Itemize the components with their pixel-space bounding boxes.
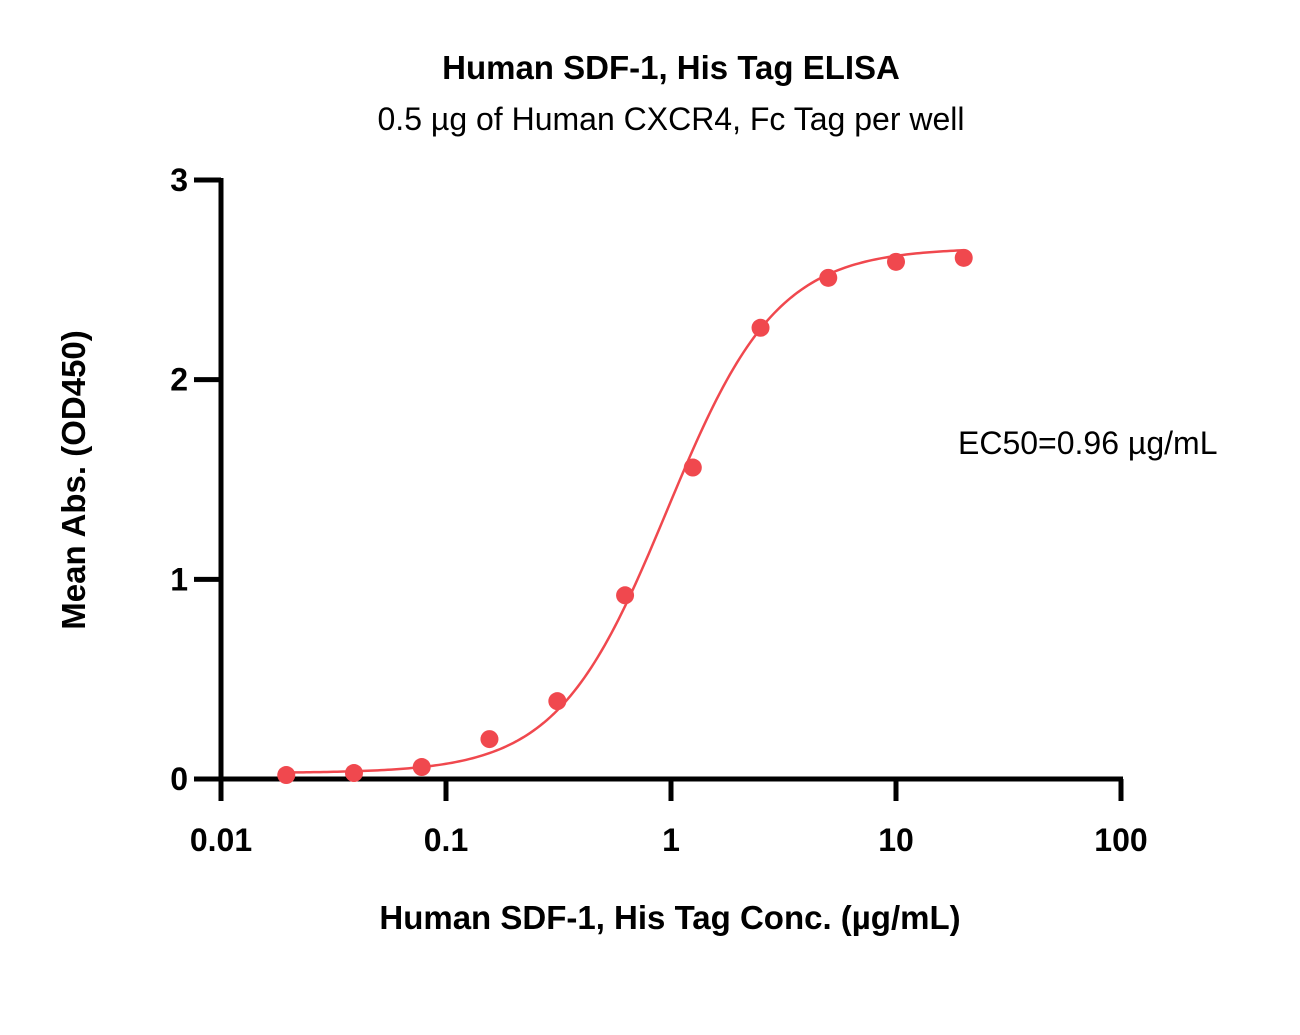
- y-tick-label: 3: [170, 162, 188, 198]
- data-points: [277, 248, 973, 785]
- x-tick-label: 0.1: [424, 822, 468, 858]
- fit-curve: [286, 248, 964, 774]
- data-point: [887, 252, 905, 271]
- y-tick-label: 2: [170, 362, 188, 398]
- x-tick-label: 10: [878, 822, 914, 858]
- y-tick-label: 0: [170, 761, 188, 797]
- axes: [218, 178, 1123, 782]
- ec50-annotation: EC50=0.96 µg/mL: [958, 425, 1217, 461]
- data-point: [683, 458, 702, 477]
- data-point: [480, 730, 499, 749]
- data-point: [616, 586, 635, 605]
- data-point: [548, 692, 567, 711]
- data-point: [819, 268, 838, 287]
- x-axis-ticks: 0.01 0.1 1 10 100: [190, 779, 1148, 858]
- fit-curve-group: [286, 248, 964, 774]
- y-axis-label: Mean Abs. (OD450): [55, 330, 92, 630]
- data-point: [277, 766, 296, 785]
- x-tick-label: 0.01: [190, 822, 252, 858]
- x-tick-label: 100: [1094, 822, 1147, 858]
- chart-subtitle: 0.5 µg of Human CXCR4, Fc Tag per well: [378, 101, 965, 137]
- x-tick-label: 1: [662, 822, 680, 858]
- data-point: [751, 318, 770, 337]
- x-axis-label: Human SDF-1, His Tag Conc. (µg/mL): [379, 899, 960, 936]
- y-axis-ticks: 0 1 2 3: [170, 162, 221, 797]
- data-point: [954, 248, 973, 267]
- chart-title: Human SDF-1, His Tag ELISA: [442, 49, 900, 86]
- data-point: [344, 764, 363, 783]
- data-point: [412, 758, 431, 777]
- y-tick-label: 1: [170, 561, 188, 597]
